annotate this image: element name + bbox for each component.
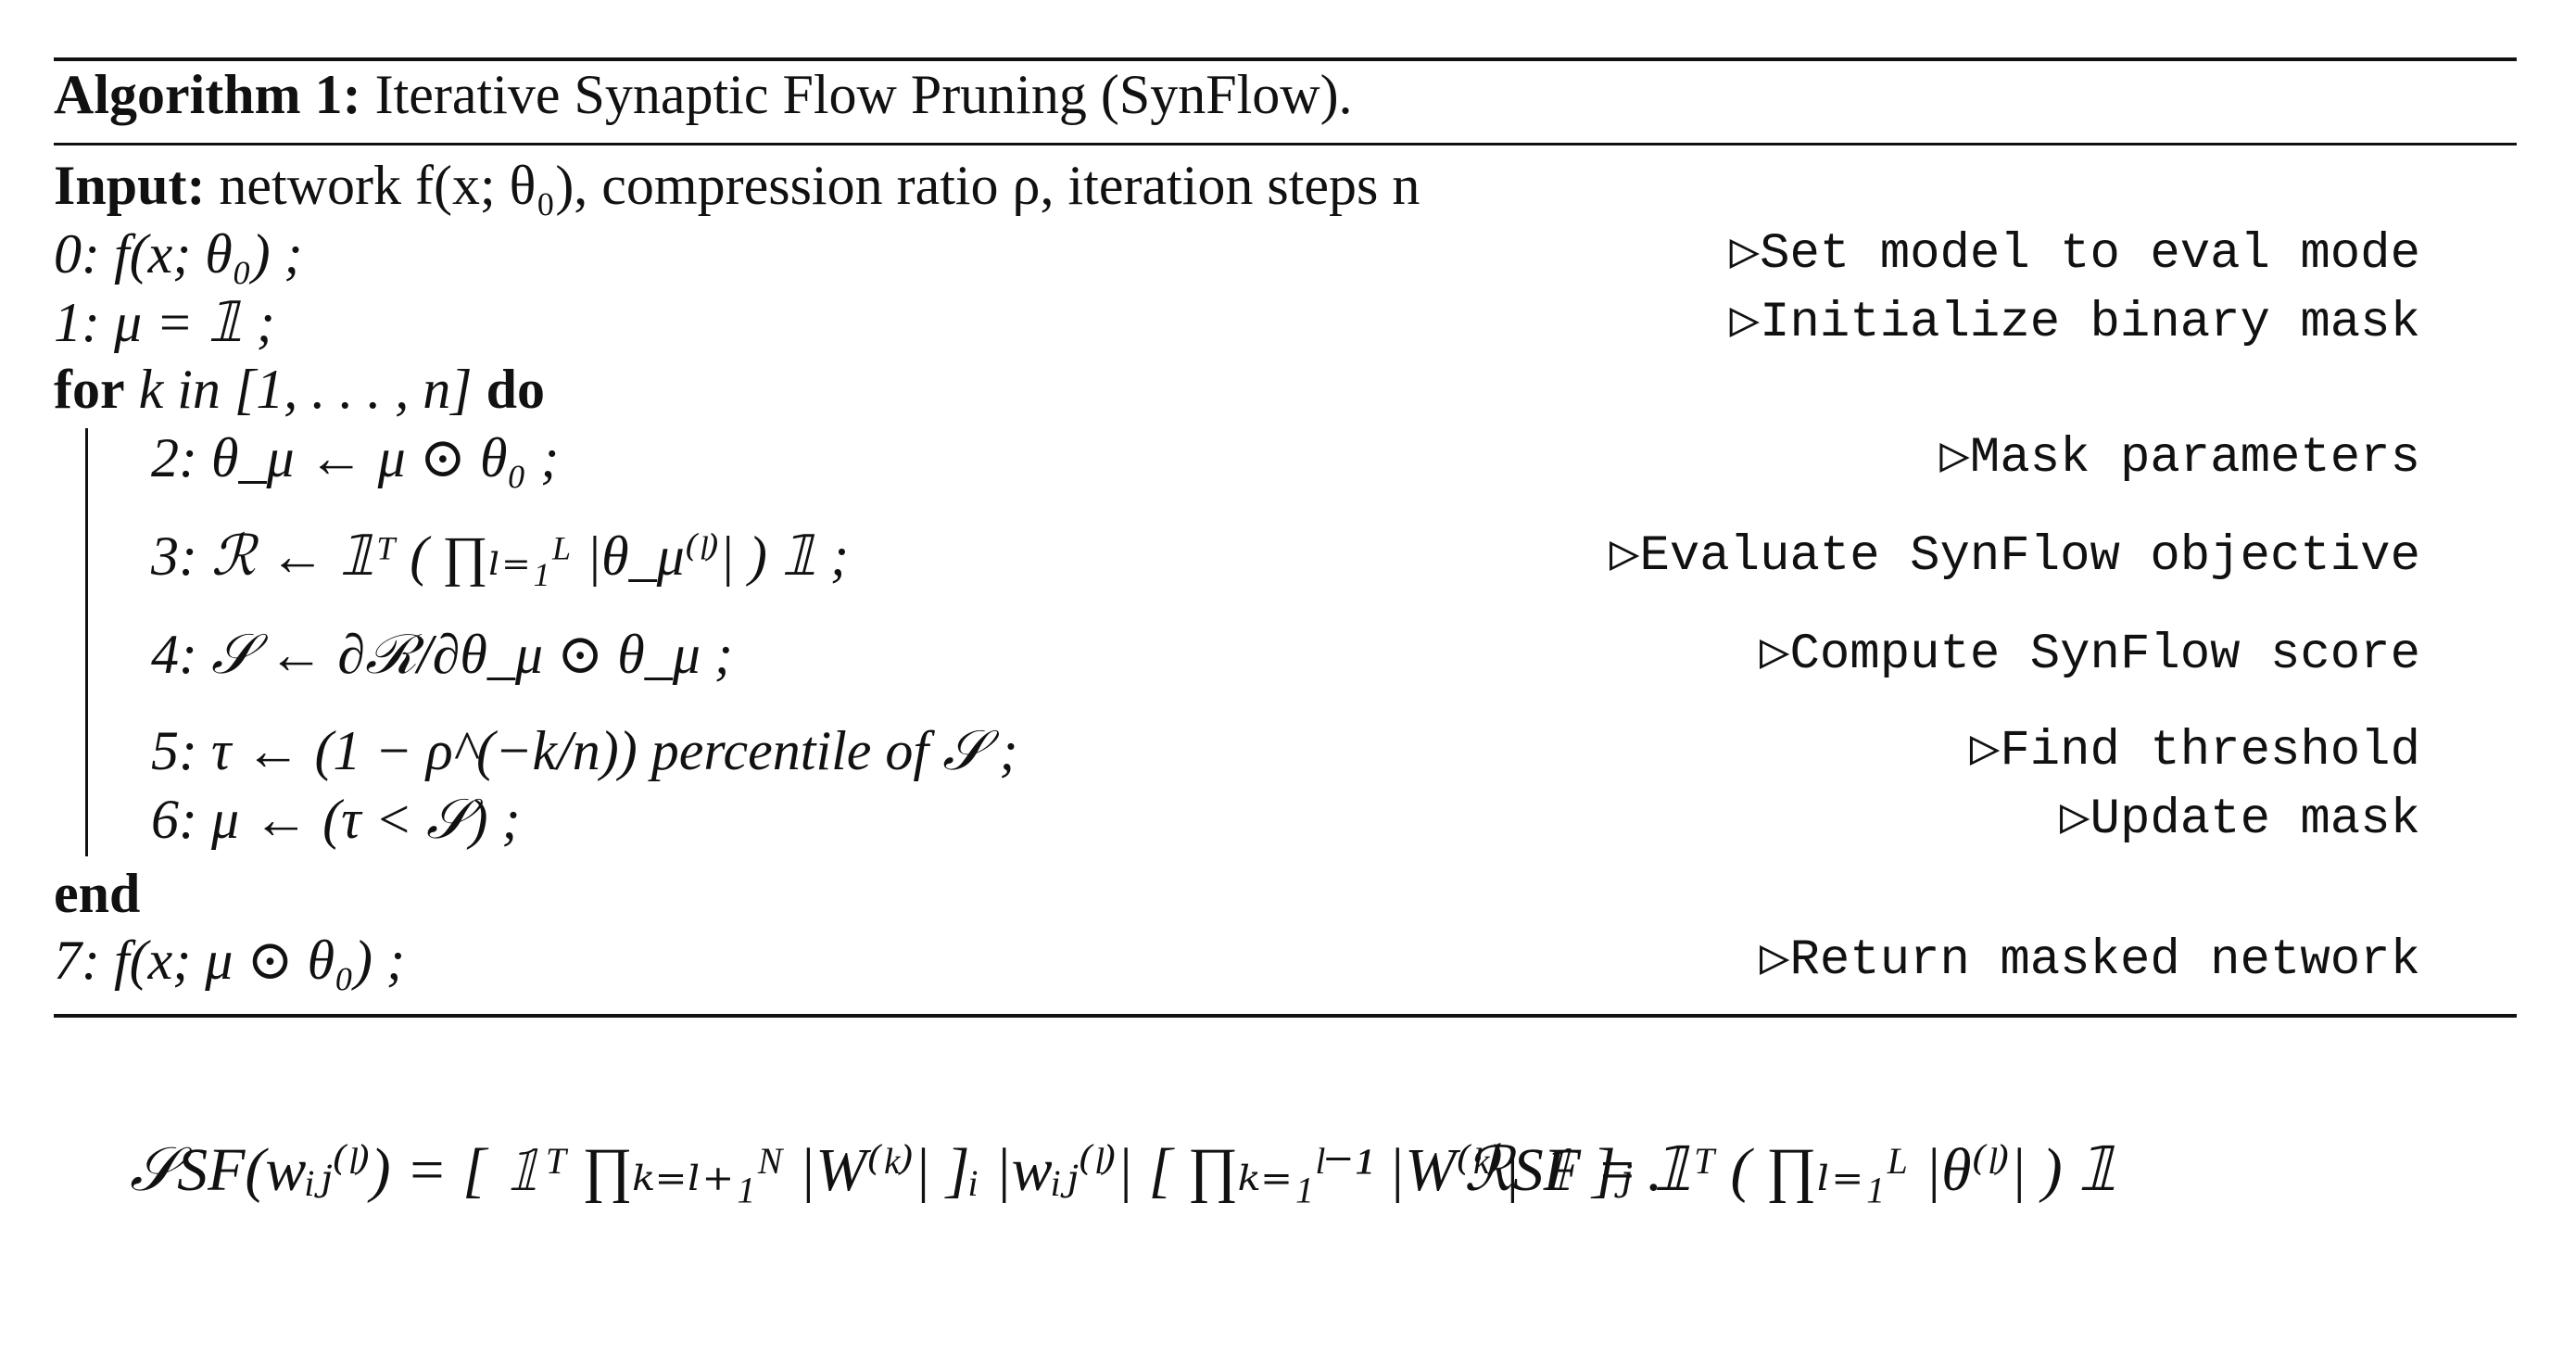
step-text: 4: 𝒮 ← ∂ℛ/∂θ_μ ⊙ θ_μ ;	[151, 624, 733, 685]
input-line: Input: network f(x; θ₀), compression rat…	[54, 158, 1420, 213]
step-text: 2: θ_μ ← μ ⊙ θ₀ ;	[151, 427, 560, 488]
step-comment: ▷Set model to eval mode	[1729, 226, 2420, 283]
loop-do: do	[486, 359, 545, 420]
title-rule	[54, 143, 2517, 146]
equation-score: 𝒮SF(wᵢⱼ⁽ˡ⁾) = [ 𝟙ᵀ ∏ₖ₌ₗ₊₁ᴺ |W⁽ᵏ⁾| ]ᵢ |wᵢ…	[130, 1136, 1663, 1204]
input-label: Input:	[54, 155, 206, 216]
step-text: 5: τ ← (1 − ρ^(−k/n)) percentile of 𝒮 ;	[151, 720, 1018, 781]
step-text: 1: μ = 𝟙 ;	[54, 292, 275, 353]
step-comment: ▷Mask parameters	[1939, 430, 2420, 487]
algorithm-heading: Algorithm 1: Iterative Synaptic Flow Pru…	[54, 67, 1353, 122]
loop-range: k in [1, . . . , n]	[138, 359, 473, 420]
step-text: 3: ℛ ← 𝟙ᵀ ( ∏ₗ₌₁ᴸ |θ_μ⁽ˡ⁾| ) 𝟙 ;	[151, 526, 849, 587]
step-comment: ▷Evaluate SynFlow objective	[1609, 528, 2420, 585]
step-comment: ▷Initialize binary mask	[1729, 295, 2420, 351]
step-text: 0: f(x; θ₀) ;	[54, 223, 303, 285]
loop-bar	[85, 428, 88, 856]
equation-objective: ℛSF = 𝟙ᵀ ( ∏ₗ₌₁ᴸ |θ⁽ˡ⁾| ) 𝟙	[1464, 1136, 2117, 1204]
step-comment: ▷Return masked network	[1759, 932, 2420, 989]
loop-for: for	[54, 359, 125, 420]
top-rule	[54, 57, 2517, 61]
step-comment: ▷Compute SynFlow score	[1759, 627, 2420, 683]
algorithm-title: Iterative Synaptic Flow Pruning (SynFlow…	[374, 64, 1353, 125]
loop-end: end	[54, 863, 141, 924]
loop-header: for k in [1, . . . , n] do	[54, 361, 545, 417]
bottom-rule	[54, 1014, 2517, 1018]
step-text: 6: μ ← (τ < 𝒮) ;	[151, 789, 521, 850]
algorithm-label: Algorithm 1:	[54, 64, 361, 125]
step-text: 7: f(x; μ ⊙ θ₀) ;	[54, 930, 405, 991]
input-text: network f(x; θ₀), compression ratio ρ, i…	[219, 155, 1421, 216]
step-comment: ▷Update mask	[2060, 791, 2420, 848]
step-comment: ▷Find threshold	[1969, 723, 2420, 779]
